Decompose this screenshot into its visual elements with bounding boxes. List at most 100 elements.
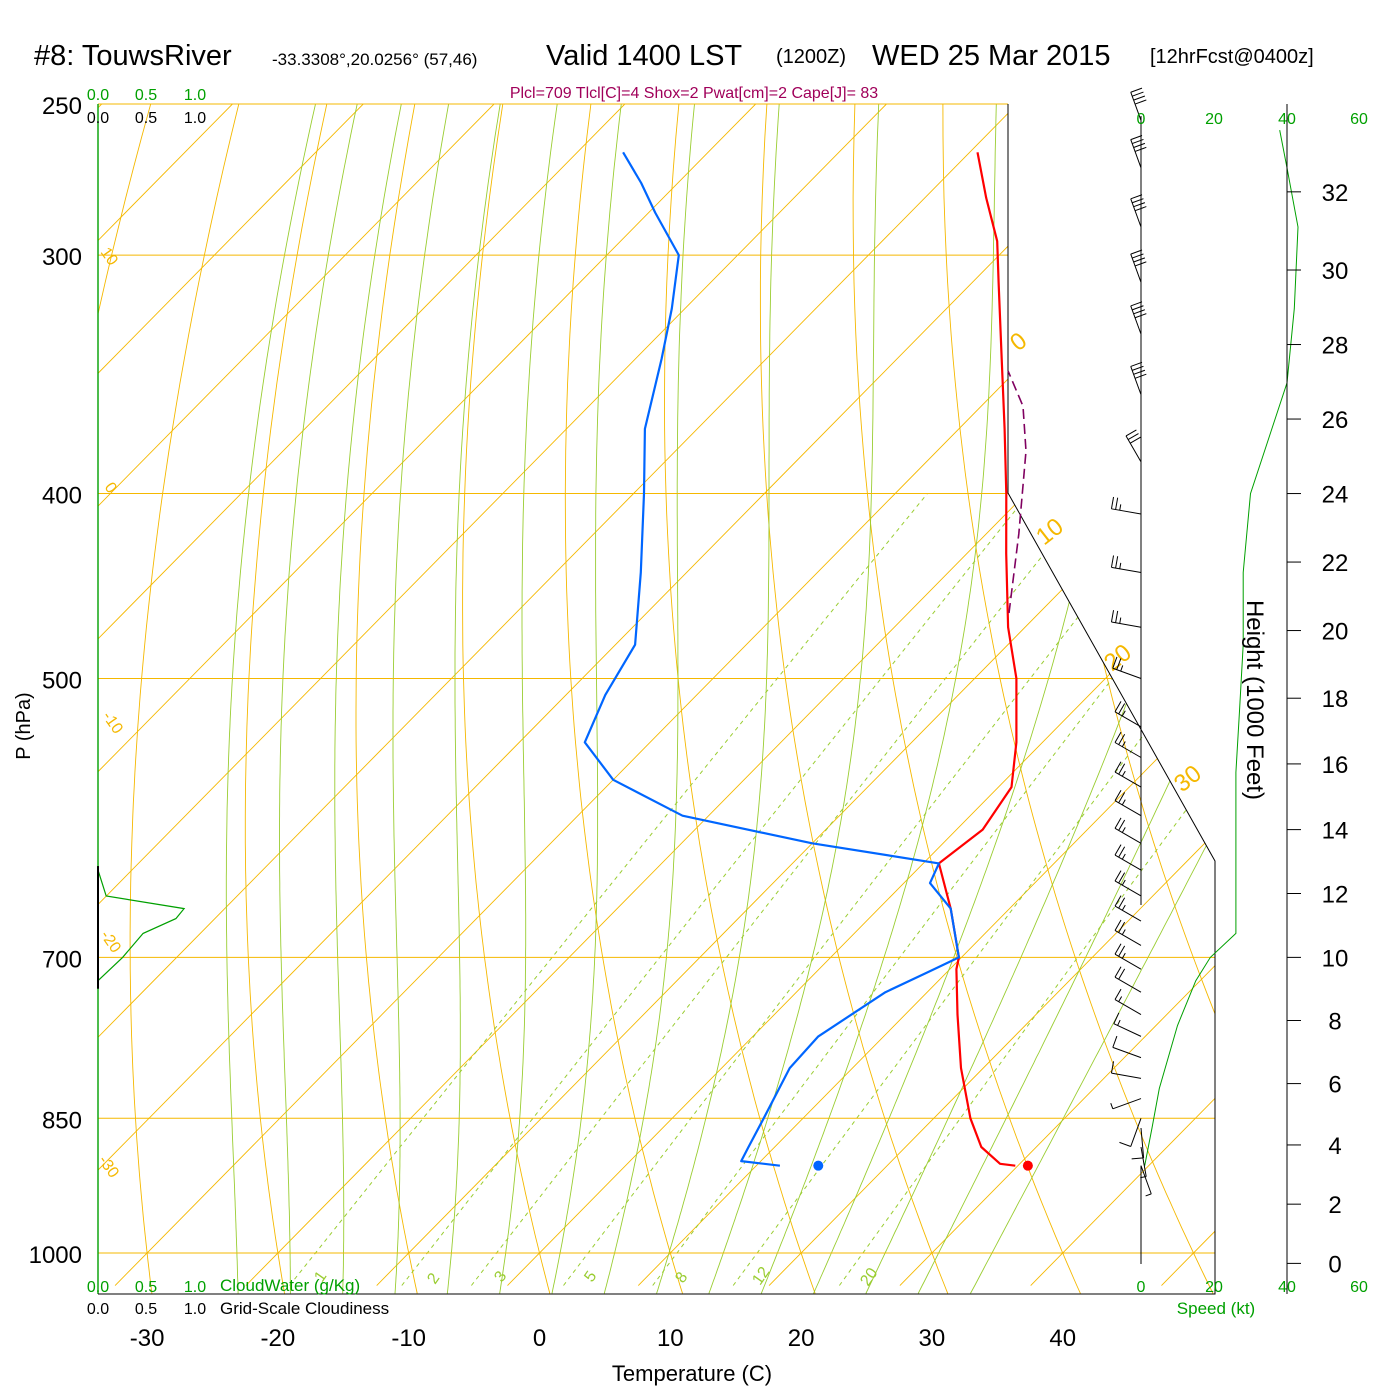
cloud-water-scale-label: 0.0 (87, 1279, 109, 1296)
isotherm-line (114, 104, 1215, 1286)
dry-adiabat-line (1203, 104, 1215, 1294)
wind-barb (1131, 1127, 1145, 1160)
temperature-tick-label: -20 (261, 1325, 296, 1352)
wind-speed-line (1144, 130, 1299, 1166)
station-title: #8: TouwsRiver (34, 40, 232, 72)
dry-adiabat-line (244, 104, 335, 1294)
wind-barb (1114, 844, 1142, 871)
wind-barb (1110, 610, 1142, 628)
height-tick-label: 10 (1322, 945, 1349, 972)
height-tick-label: 20 (1322, 619, 1349, 646)
isotherm-line (98, 104, 887, 1286)
plot-area (98, 104, 1215, 1294)
pressure-axis-label: P (hPa) (13, 692, 35, 759)
wind-speed-tick-label: 60 (1350, 111, 1368, 128)
wind-barb (1125, 429, 1142, 463)
cloud-water-scale-label: 0.0 (87, 87, 109, 104)
moist-adiabat-line (865, 104, 1215, 1294)
pressure-tick-label: 400 (42, 483, 82, 510)
valid-date: WED 25 Mar 2015 (872, 40, 1111, 72)
cloudiness-legend: Grid-Scale Cloudiness (220, 1299, 389, 1318)
wind-barb (1140, 1146, 1147, 1179)
mixing-ratio-line (563, 493, 1175, 1286)
height-tick-label: 4 (1328, 1133, 1341, 1160)
temperature-axis-label: Temperature (C) (612, 1361, 772, 1386)
moist-adiabat-line (279, 104, 365, 1294)
pressure-tick-label: 250 (42, 93, 82, 120)
mixing-ratio-line (401, 493, 1030, 1286)
wind-barb (1110, 1098, 1142, 1110)
isotherm-label: 0 (1005, 327, 1032, 357)
sounding-params: Plcl=709 Tlcl[C]=4 Shox=2 Pwat[cm]=2 Cap… (510, 85, 878, 102)
dry-adiabat-label: -20 (97, 928, 124, 957)
temperature-tick-label: 10 (657, 1325, 684, 1352)
isotherm-label: 30 (1169, 760, 1207, 798)
mixing-ratio-line (289, 493, 928, 1286)
cloudiness-scale-label: 1.0 (184, 110, 206, 127)
isotherm-line (768, 104, 1215, 1286)
wind-barb (1113, 1012, 1142, 1037)
height-axis-label: Height (1000 Feet) (1241, 600, 1268, 800)
mixing-ratio-line (838, 493, 1215, 1286)
wind-barb (1110, 555, 1142, 574)
dry-adiabat-line (664, 104, 816, 1294)
wind-barb (1114, 943, 1142, 970)
temperature-tick-label: 40 (1049, 1325, 1076, 1352)
moist-adiabat-line (760, 104, 998, 1294)
height-tick-label: 18 (1322, 686, 1349, 713)
moist-adiabat-line (917, 104, 1215, 1294)
wind-barb (1130, 249, 1147, 283)
valid-time: Valid 1400 LST (546, 40, 743, 72)
wind-barb (1112, 1035, 1142, 1059)
moist-adiabat-line (708, 104, 881, 1294)
height-tick-label: 16 (1322, 752, 1349, 779)
surface-dewpoint-dot (813, 1160, 824, 1171)
moist-adiabat-line (446, 104, 507, 1294)
wind-speed-tick-label: 0 (1137, 111, 1146, 128)
moist-adiabat-line (392, 104, 456, 1294)
moist-adiabat-line (656, 104, 783, 1294)
station-coords: -33.3308°,20.0256° (57,46) (272, 50, 478, 69)
wind-barb (1130, 194, 1147, 228)
moist-adiabat-line (970, 104, 1215, 1294)
wind-barb (1114, 817, 1142, 844)
wind-speed-tick-label: 40 (1278, 111, 1296, 128)
isotherm-line (98, 104, 756, 1286)
cloud-water-scale-label: 0.5 (135, 1279, 157, 1296)
moist-adiabat-line (334, 104, 409, 1294)
wind-barb (1130, 361, 1147, 395)
dry-adiabat-line (942, 104, 1214, 1294)
isotherm-line (98, 104, 1149, 1286)
wind-barb (1114, 761, 1142, 788)
wind-speed-tick-label: 0 (1137, 1279, 1146, 1296)
pressure-tick-label: 700 (42, 946, 82, 973)
wind-barb (1130, 135, 1147, 168)
isotherm-line (98, 104, 1018, 1286)
wind-speed-axis-label: Speed (kt) (1177, 1299, 1255, 1318)
moist-adiabat-line (499, 104, 563, 1294)
wind-barb (1114, 919, 1142, 946)
surface-temperature-dot (1022, 1160, 1033, 1171)
mixing-ratio-line (471, 493, 1093, 1286)
isotherm-label: 20 (1099, 639, 1137, 677)
mixing-ratio-label: 2 (424, 1270, 443, 1287)
cloud-water-scale-label: 0.5 (135, 87, 157, 104)
pressure-tick-label: 500 (42, 668, 82, 695)
moist-adiabat-line (603, 104, 699, 1294)
dry-adiabat-label: 10 (97, 245, 121, 269)
cloudiness-scale-label: 0.5 (135, 110, 157, 127)
temperature-tick-label: -30 (130, 1325, 165, 1352)
dry-adiabat-line (129, 104, 248, 1294)
mixing-ratio-line (732, 493, 1215, 1286)
wind-barb (1130, 87, 1147, 121)
wind-barb (1140, 1165, 1152, 1197)
wind-speed-tick-label: 40 (1278, 1279, 1296, 1296)
wind-barb (1119, 1118, 1142, 1147)
isotherm-line (899, 104, 1215, 1286)
dewpoint-line (583, 151, 961, 1167)
height-tick-label: 30 (1322, 258, 1349, 285)
height-tick-label: 32 (1322, 180, 1349, 207)
temperature-tick-label: 30 (919, 1325, 946, 1352)
height-tick-label: 2 (1328, 1192, 1341, 1219)
